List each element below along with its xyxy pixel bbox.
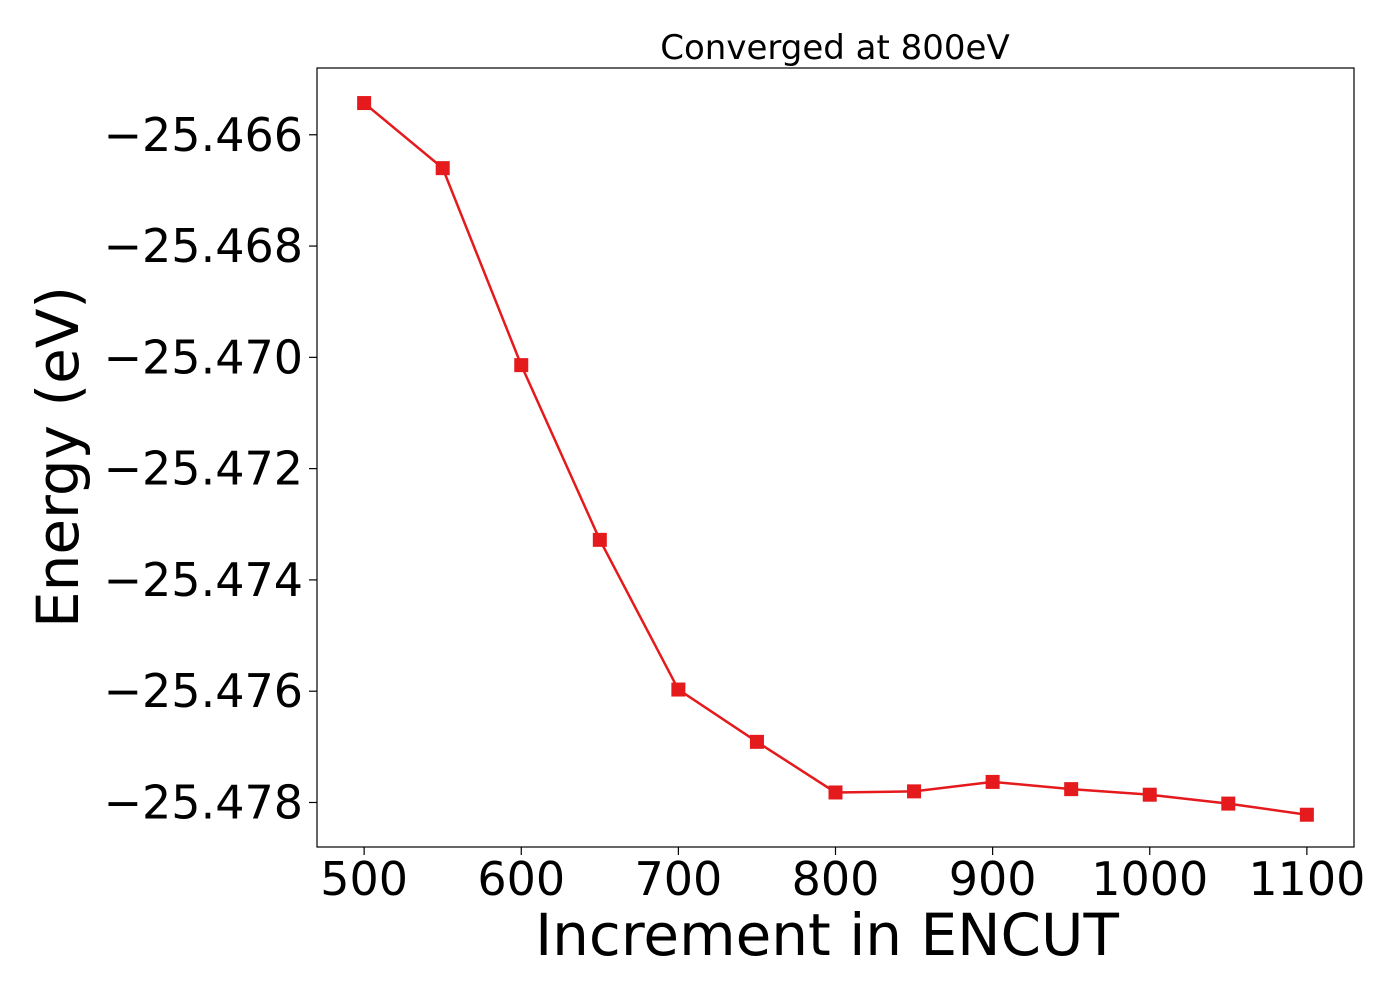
data-point bbox=[907, 784, 922, 799]
data-point bbox=[592, 532, 607, 547]
y-tick-label: −25.472 bbox=[104, 442, 304, 496]
y-tick-label: −25.476 bbox=[104, 664, 304, 718]
data-point bbox=[671, 682, 686, 697]
series-layer bbox=[357, 96, 1314, 822]
y-tick-label: −25.468 bbox=[104, 219, 304, 273]
data-point bbox=[1221, 796, 1236, 811]
data-point bbox=[357, 96, 372, 111]
data-point bbox=[1299, 807, 1314, 822]
y-tick-label: −25.466 bbox=[104, 108, 304, 162]
data-point bbox=[749, 734, 764, 749]
y-axis: −25.466 −25.468 −25.470 −25.472 −25.474 −25.4… bbox=[104, 108, 317, 829]
y-tick-label: −25.470 bbox=[104, 330, 304, 384]
x-tick-label: 500 bbox=[320, 852, 408, 906]
plot-frame bbox=[316, 67, 1355, 848]
x-tick-label: 700 bbox=[634, 852, 722, 906]
series-line bbox=[363, 102, 1308, 816]
y-tick-label: −25.474 bbox=[104, 553, 304, 607]
x-tick-label: 800 bbox=[792, 852, 880, 906]
y-axis-title: Energy (eV) bbox=[24, 286, 92, 628]
data-point bbox=[1142, 787, 1157, 802]
data-point bbox=[985, 774, 1000, 789]
x-axis: 500 600 700 800 900 1000 1100 bbox=[320, 847, 1365, 906]
data-point bbox=[828, 785, 843, 800]
x-tick-label: 1000 bbox=[1091, 852, 1208, 906]
y-tick-label: −25.478 bbox=[104, 775, 304, 829]
data-point bbox=[1064, 782, 1079, 797]
plot-area bbox=[316, 67, 1355, 848]
x-tick-label: 1100 bbox=[1248, 852, 1365, 906]
x-tick-label: 900 bbox=[949, 852, 1037, 906]
x-axis-title: Increment in ENCUT bbox=[535, 901, 1119, 969]
data-point bbox=[435, 161, 450, 176]
data-point bbox=[514, 358, 529, 373]
x-tick-label: 600 bbox=[477, 852, 565, 906]
chart-title: Converged at 800eV bbox=[660, 28, 1009, 68]
